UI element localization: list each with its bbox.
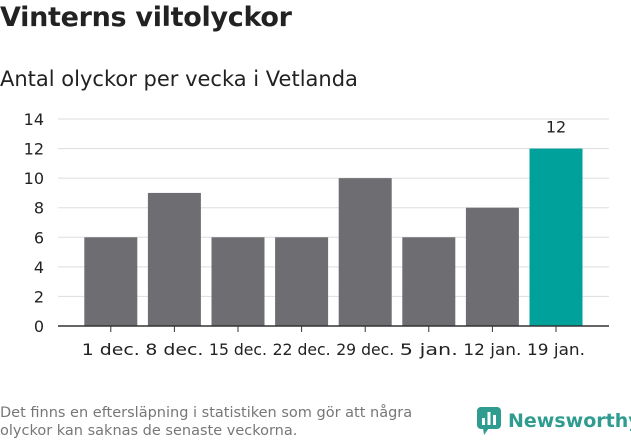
bar bbox=[402, 237, 456, 326]
x-tick-label: 29 dec. bbox=[336, 340, 394, 359]
bar bbox=[338, 178, 392, 326]
data-label: 12 bbox=[546, 118, 566, 137]
y-tick-label: 8 bbox=[34, 199, 44, 218]
data-labels: 12 bbox=[546, 118, 566, 137]
x-tick-label: 5 jan. bbox=[400, 340, 458, 359]
x-tick-label: 1 dec. bbox=[82, 340, 140, 359]
x-tick-label: 12 jan. bbox=[463, 340, 521, 359]
y-tick-label: 10 bbox=[24, 169, 44, 188]
bar bbox=[465, 207, 519, 326]
y-tick-label: 0 bbox=[34, 317, 44, 336]
x-tick-label: 19 jan. bbox=[527, 340, 585, 359]
y-tick-label: 12 bbox=[24, 140, 44, 159]
y-tick-label: 4 bbox=[34, 258, 44, 277]
newsworthy-logo-icon bbox=[477, 407, 501, 435]
y-axis-ticks: 0 2 4 6 8 10 12 14 bbox=[24, 110, 44, 336]
brand-name: Newsworthy bbox=[508, 410, 631, 432]
chart-subtitle: Antal olyckor per vecka i Vetlanda bbox=[0, 67, 358, 91]
bar bbox=[529, 148, 583, 326]
bar bbox=[211, 237, 265, 326]
bar-chart: 0 2 4 6 8 10 12 14 12 1 dec. 8 dec. 15 dec. 22 dec… bbox=[24, 110, 609, 359]
y-tick-label: 2 bbox=[34, 287, 44, 306]
x-tick-label: 8 dec. bbox=[145, 340, 203, 359]
grid-lines bbox=[58, 118, 609, 297]
y-tick-label: 6 bbox=[34, 228, 44, 247]
footnote: Det finns en eftersläpning i statistiken… bbox=[0, 405, 413, 439]
bar bbox=[147, 192, 201, 326]
bar bbox=[84, 237, 138, 326]
x-tick-label: 15 dec. bbox=[209, 340, 267, 359]
bars bbox=[84, 148, 583, 326]
bar bbox=[275, 237, 329, 326]
chart-title: Vinterns viltolyckor bbox=[0, 2, 292, 33]
x-axis-ticks: 1 dec. 8 dec. 15 dec. 22 dec. 29 dec. 5 jan. 1… bbox=[82, 326, 585, 359]
brand-logo: Newsworthy bbox=[476, 406, 631, 436]
x-tick-label: 22 dec. bbox=[273, 340, 331, 359]
y-tick-label: 14 bbox=[24, 110, 44, 129]
